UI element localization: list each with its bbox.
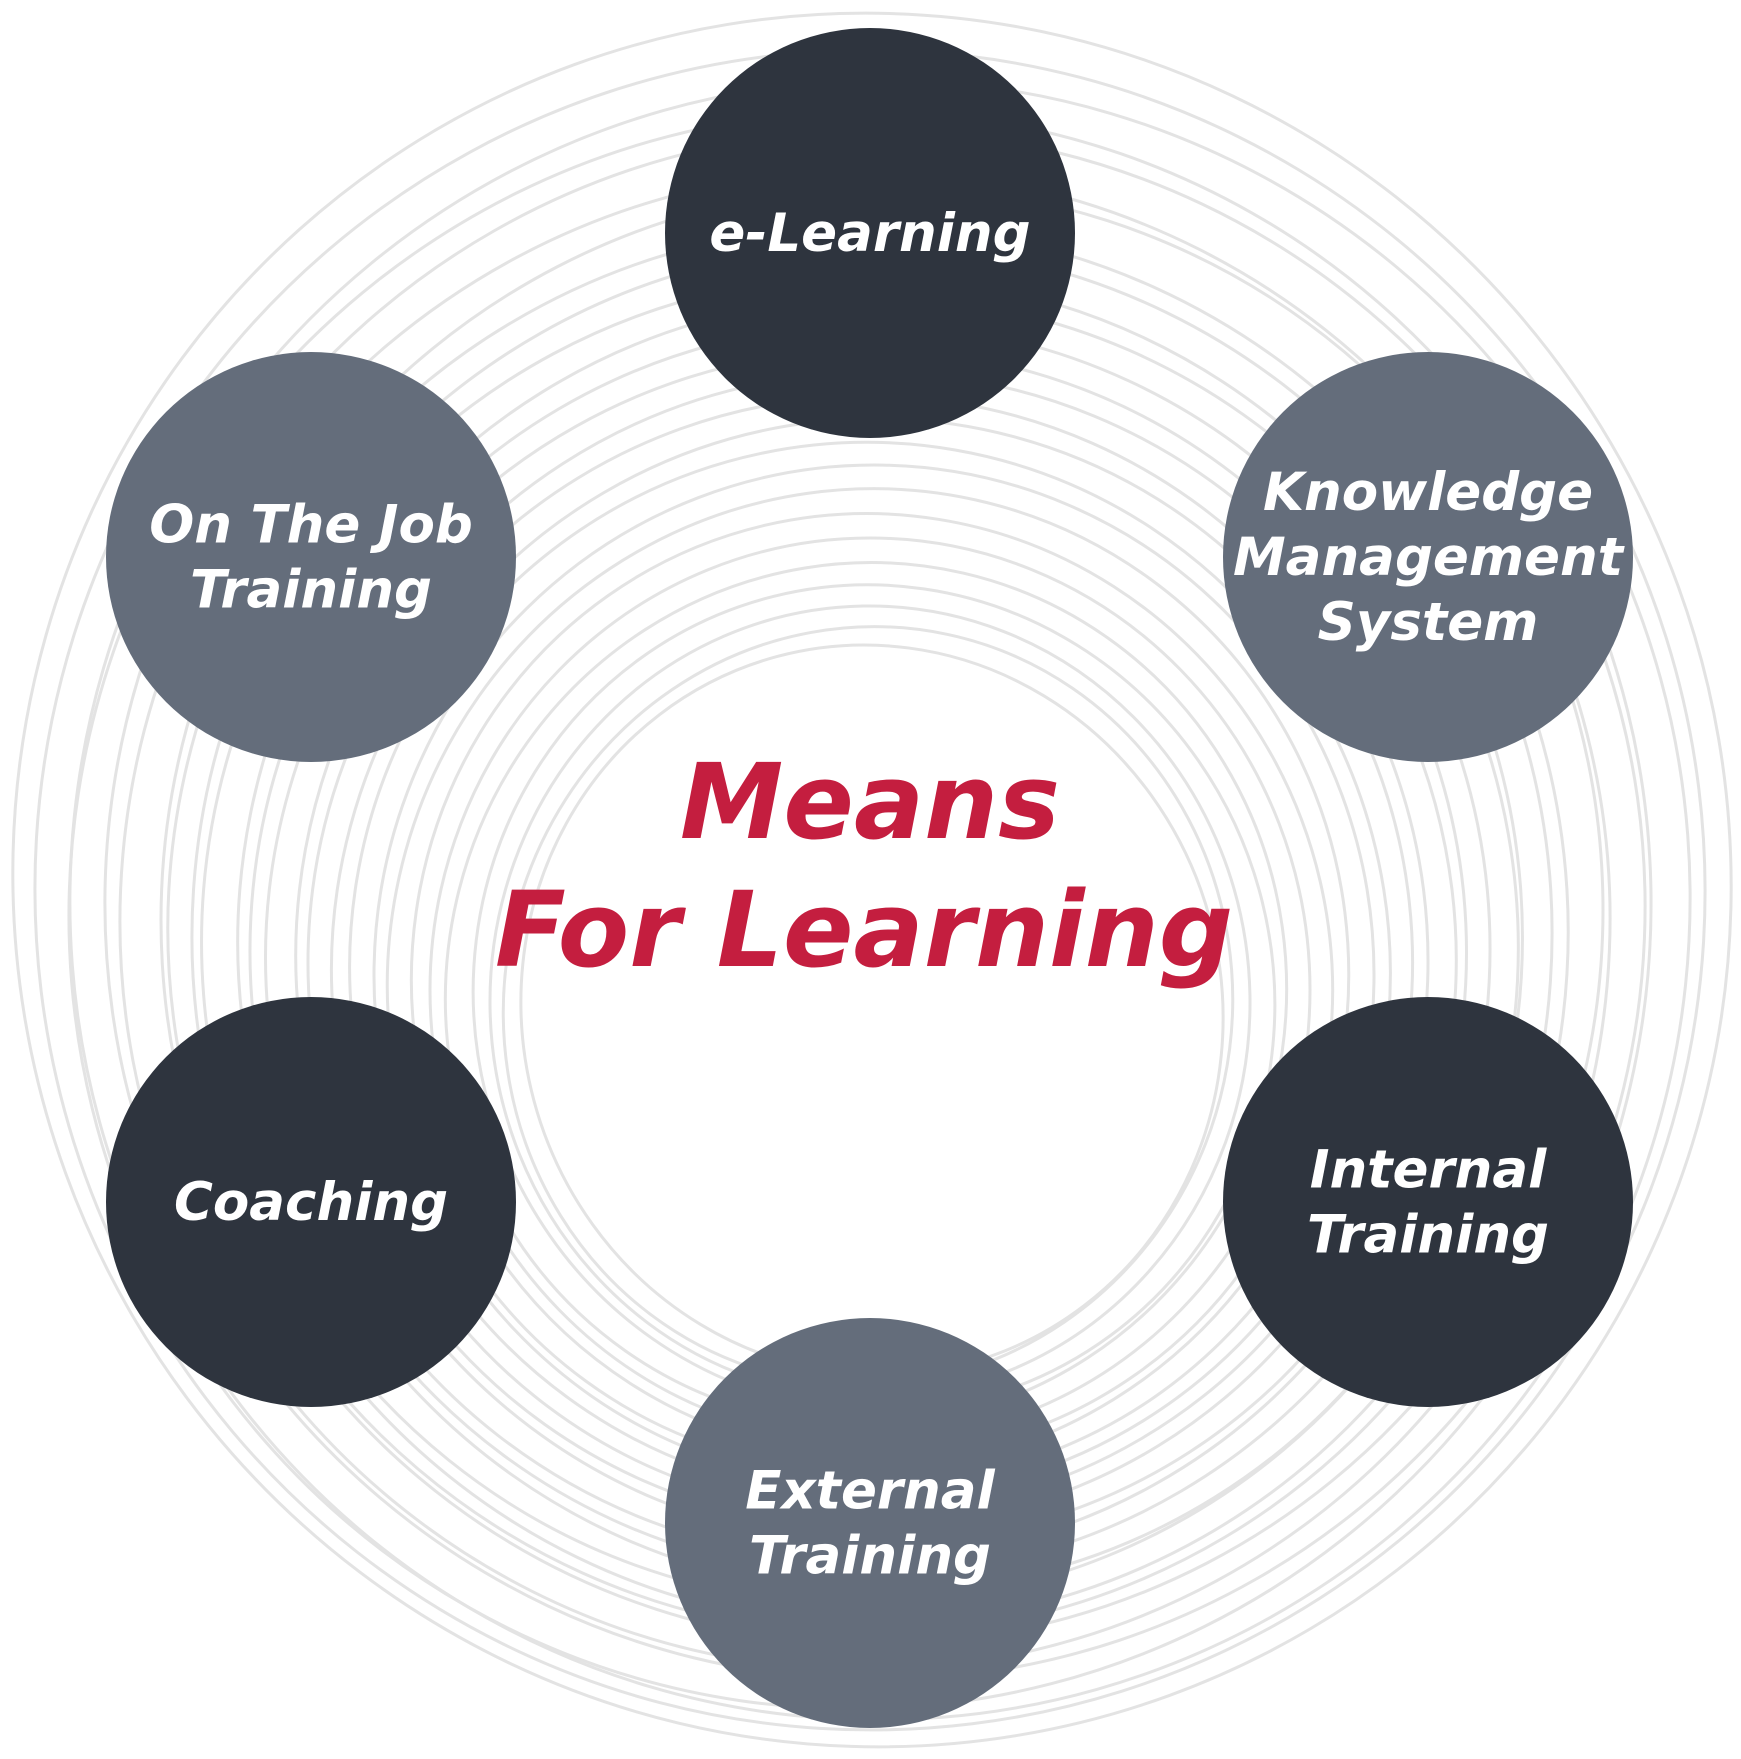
node-circle-internal-training	[1223, 997, 1633, 1407]
node-circle-knowledge-management-system	[1223, 352, 1633, 762]
node-label-e-learning-line-1: e-Learning	[709, 203, 1030, 264]
background-ring	[488, 604, 1252, 1400]
node-label-knowledge-management-system-line-3: System	[1318, 592, 1539, 653]
center-title-group: Means For Learning	[495, 741, 1233, 991]
node-label-internal-training-line-1: Internal	[1310, 1140, 1547, 1201]
node-label-external-training-line-2: Training	[749, 1526, 991, 1587]
node-label-coaching-line-1: Coaching	[174, 1172, 448, 1233]
node-circle-external-training	[665, 1318, 1075, 1728]
node-label-on-the-job-training-line-2: Training	[190, 560, 432, 621]
node-circle-on-the-job-training	[106, 352, 516, 762]
node-coaching: Coaching	[106, 997, 516, 1407]
node-circle-coaching	[106, 997, 516, 1407]
node-label-internal-training-line-2: Training	[1307, 1205, 1549, 1266]
node-circle-e-learning	[665, 28, 1075, 438]
node-label-knowledge-management-system-line-1: Knowledge	[1263, 462, 1593, 523]
center-title-line-1: Means	[680, 741, 1060, 863]
node-label-on-the-job-training-line-1: On The Job	[149, 495, 473, 556]
center-title-line-2: For Learning	[495, 869, 1233, 991]
node-label-external-training-line-1: External	[745, 1461, 995, 1522]
node-e-learning: e-Learning	[665, 28, 1075, 438]
node-label-knowledge-management-system-line-2: Management	[1233, 527, 1625, 588]
